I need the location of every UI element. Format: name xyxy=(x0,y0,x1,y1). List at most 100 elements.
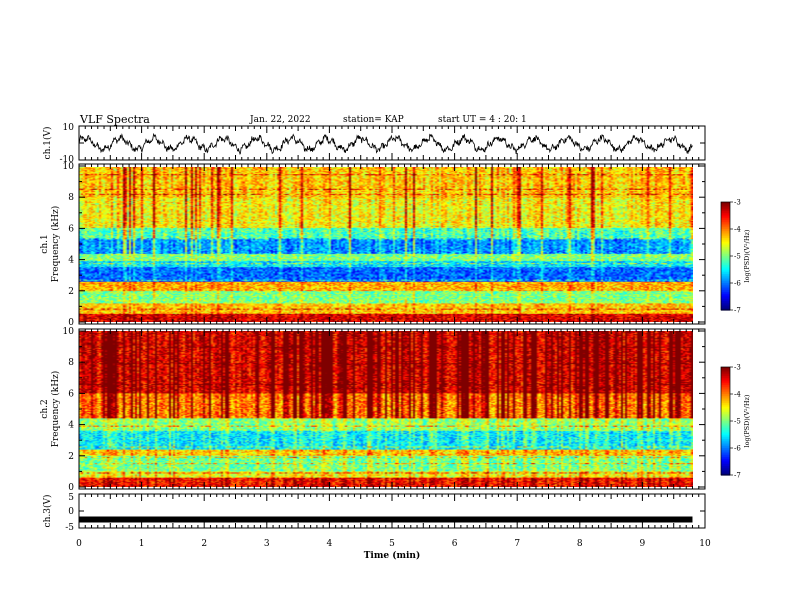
colorbar-segment xyxy=(721,257,730,261)
colorbar-tick-label: -6 xyxy=(734,280,741,288)
colorbar-tick-label: -7 xyxy=(734,307,741,315)
colorbar-segment xyxy=(721,261,730,264)
colorbar-segment xyxy=(721,390,730,393)
spectrogram-ytick-label: 0 xyxy=(68,318,74,328)
colorbar-segment xyxy=(721,399,730,402)
colorbar-segment xyxy=(721,270,730,273)
time-tick-label: 0 xyxy=(76,539,82,549)
ch1-waveform-line xyxy=(78,132,693,156)
colorbar-segment xyxy=(721,408,730,411)
colorbar-segment xyxy=(721,383,730,386)
colorbar-segment xyxy=(721,458,730,462)
colorbar-segment xyxy=(721,412,730,415)
spectrogram-ytick-label: 4 xyxy=(68,256,74,266)
colorbar-segment xyxy=(721,440,730,444)
colorbar-segment xyxy=(721,410,730,413)
colorbar-segment xyxy=(721,374,730,377)
colorbar-segment xyxy=(721,401,730,404)
start-ut-label: start UT = 4 : 20: 1 xyxy=(438,115,527,125)
colorbar-segment xyxy=(721,209,730,212)
colorbar-segment xyxy=(721,437,730,440)
figure-title: VLF Spectra xyxy=(79,113,150,126)
time-tick-label: 1 xyxy=(139,539,145,549)
colorbar-segment xyxy=(721,457,730,460)
colorbar-segment xyxy=(721,413,730,417)
colorbar-segment xyxy=(721,295,730,298)
colorbar-segment xyxy=(721,250,730,253)
colorbar-segment xyxy=(721,421,730,424)
colorbar-segment xyxy=(721,214,730,217)
colorbar-segment xyxy=(721,232,730,235)
colorbar-segment xyxy=(721,256,730,259)
colorbar-segment xyxy=(721,460,730,463)
colorbar-segment xyxy=(721,286,730,289)
colorbar-tick-label: -5 xyxy=(734,418,741,426)
colorbar-segment xyxy=(721,227,730,230)
colorbar-segment xyxy=(721,370,730,373)
colorbar-segment xyxy=(721,381,730,384)
colorbar-segment xyxy=(721,419,730,422)
time-tick-label: 7 xyxy=(514,539,520,549)
ch2-spectrogram-ylabel: ch.2 xyxy=(40,399,50,418)
colorbar-label: log(PSD)(V²/Hz) xyxy=(743,229,751,282)
colorbar-segment xyxy=(721,376,730,379)
colorbar-segment xyxy=(721,367,730,370)
ch1-waveform-ylabel: ch.1(V) xyxy=(42,127,53,160)
colorbar-segment xyxy=(721,220,730,223)
colorbar-segment xyxy=(721,284,730,288)
colorbar-segment xyxy=(721,379,730,382)
colorbar-segment xyxy=(721,433,730,436)
colorbar-segment xyxy=(721,397,730,400)
spectrogram-ytick-label: 2 xyxy=(68,287,74,297)
spectrogram-ytick-label: 4 xyxy=(68,421,74,431)
colorbar-segment xyxy=(721,302,730,306)
ch3-trace-line xyxy=(79,516,693,523)
colorbar-label: log(PSD)(V²/Hz) xyxy=(743,394,751,447)
colorbar-segment xyxy=(721,406,730,409)
colorbar-segment xyxy=(721,395,730,399)
spectrogram-ytick-label: 10 xyxy=(63,162,75,172)
ch1-ytick-bottom: -10 xyxy=(60,155,75,165)
colorbar-segment xyxy=(721,449,730,453)
colorbar-segment xyxy=(721,288,730,291)
colorbar-segment xyxy=(721,385,730,388)
colorbar-segment xyxy=(721,469,730,472)
ch2-colorbar: -3 -4 -5 -6 -7 log(PSD)(V²/Hz) xyxy=(720,364,751,480)
spectrogram-ytick-label: 2 xyxy=(68,452,74,462)
colorbar-segment xyxy=(721,236,730,239)
colorbar-segment xyxy=(721,422,730,426)
colorbar-segment xyxy=(721,448,730,451)
colorbar-segment xyxy=(721,444,730,447)
colorbar-tick-label: -3 xyxy=(734,364,741,372)
colorbar-segment xyxy=(721,299,730,302)
colorbar-segment xyxy=(721,392,730,395)
colorbar-segment xyxy=(721,308,730,311)
colorbar-segment xyxy=(721,277,730,280)
colorbar-segment xyxy=(721,424,730,427)
colorbar-segment xyxy=(721,386,730,390)
colorbar-segment xyxy=(721,263,730,266)
colorbar-segment xyxy=(721,238,730,241)
spectrogram-ytick-label: 8 xyxy=(68,193,74,203)
ch1-ytick-top: 10 xyxy=(63,123,75,133)
colorbar-segment xyxy=(721,216,730,219)
colorbar-segment xyxy=(721,259,730,262)
ch3-ylabel: ch.3(V) xyxy=(42,495,53,528)
ch1-spectrogram-ylabel-freq: Frequency (kHz) xyxy=(50,206,61,283)
colorbar-segment xyxy=(721,394,730,397)
time-tick-label: 5 xyxy=(389,539,395,549)
colorbar-segment xyxy=(721,283,730,286)
colorbar-segment xyxy=(721,221,730,225)
colorbar-segment xyxy=(721,229,730,232)
spectrogram-ytick-label: 6 xyxy=(68,224,74,234)
time-axis: 0 1 2 3 4 5 6 7 8 9 10 xyxy=(76,125,711,549)
colorbar-segment xyxy=(721,304,730,307)
colorbar-segment xyxy=(721,290,730,293)
colorbar-segment xyxy=(721,430,730,433)
colorbar-segment xyxy=(721,266,730,270)
colorbar-segment xyxy=(721,466,730,469)
colorbar-segment xyxy=(721,243,730,246)
spectrogram-ytick-label: 10 xyxy=(63,327,75,337)
time-axis-label: Time (min) xyxy=(364,550,421,561)
colorbar-segment xyxy=(721,467,730,471)
